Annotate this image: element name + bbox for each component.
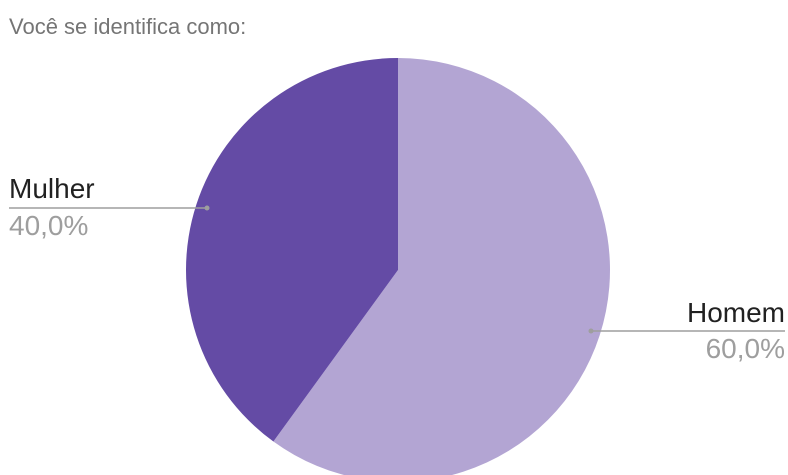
- chart-title: Você se identifica como:: [9, 14, 247, 39]
- slice-label-mulher: Mulher: [9, 173, 95, 204]
- slice-value-mulher: 40,0%: [9, 210, 88, 241]
- slice-value-homem: 60,0%: [706, 333, 785, 364]
- slice-labels: Homem 60,0% Mulher 40,0%: [9, 173, 785, 364]
- pie-slice-mulher[interactable]: [186, 58, 398, 442]
- leader-lines: [9, 205, 785, 334]
- pie-slices: [186, 58, 610, 475]
- slice-label-homem: Homem: [687, 297, 785, 328]
- pie-slice-homem[interactable]: [273, 58, 610, 475]
- leader-dot-mulher: [204, 205, 210, 211]
- leader-dot-homem: [588, 328, 594, 334]
